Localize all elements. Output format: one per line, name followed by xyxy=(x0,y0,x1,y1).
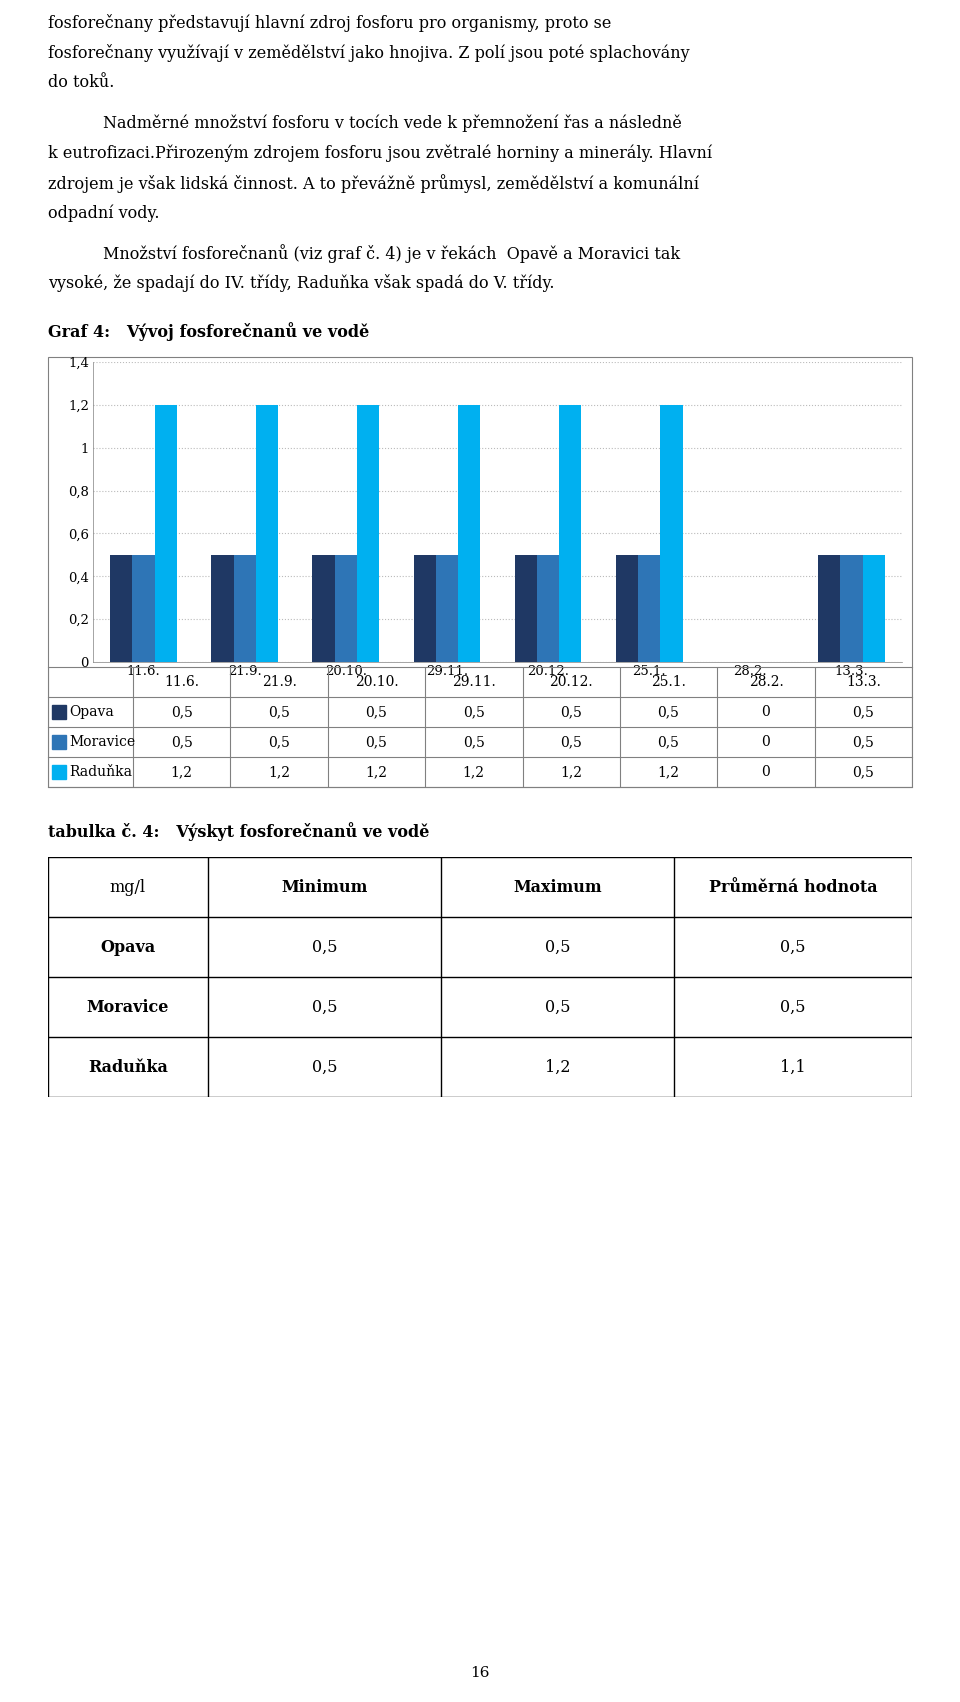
Bar xyxy=(233,555,255,662)
Text: 0,5: 0,5 xyxy=(312,938,337,955)
Text: Moravice: Moravice xyxy=(86,999,169,1016)
Bar xyxy=(638,555,660,662)
Text: 0,5: 0,5 xyxy=(561,735,582,749)
Text: 16: 16 xyxy=(470,1666,490,1680)
Text: 13.3.: 13.3. xyxy=(846,676,880,689)
Text: zdrojem je však lidská činnost. A to převážně průmysl, zemědělství a komunální: zdrojem je však lidská činnost. A to pře… xyxy=(48,174,699,192)
Bar xyxy=(537,555,559,662)
Text: do toků.: do toků. xyxy=(48,73,114,90)
Bar xyxy=(211,555,233,662)
Text: 0,5: 0,5 xyxy=(780,938,806,955)
Text: tabulka č. 4:   Výskyt fosforečnanů ve vodě: tabulka č. 4: Výskyt fosforečnanů ve vod… xyxy=(48,822,429,841)
Bar xyxy=(615,555,638,662)
Text: Množství fosforečnanů (viz graf č. 4) je v řekách  Opavě a Moravici tak: Množství fosforečnanů (viz graf č. 4) je… xyxy=(103,243,680,262)
Bar xyxy=(110,555,132,662)
Bar xyxy=(132,555,155,662)
Text: 1,1: 1,1 xyxy=(780,1059,806,1076)
Text: Moravice: Moravice xyxy=(69,735,135,749)
Text: 0,5: 0,5 xyxy=(366,705,388,718)
Bar xyxy=(155,405,177,662)
Text: 1,2: 1,2 xyxy=(268,764,290,780)
Text: Minimum: Minimum xyxy=(281,878,368,895)
Text: 0,5: 0,5 xyxy=(658,705,680,718)
Text: 0: 0 xyxy=(761,735,770,749)
Text: 0,5: 0,5 xyxy=(312,1059,337,1076)
Text: 0,5: 0,5 xyxy=(366,735,388,749)
Bar xyxy=(52,764,66,780)
Text: 0,5: 0,5 xyxy=(463,735,485,749)
Text: 0,5: 0,5 xyxy=(545,999,570,1016)
Text: 25.1.: 25.1. xyxy=(651,676,686,689)
Text: fosforečnany představují hlavní zdroj fosforu pro organismy, proto se: fosforečnany představují hlavní zdroj fo… xyxy=(48,14,612,32)
Text: Graf 4:   Vývoj fosforečnanů ve vodě: Graf 4: Vývoj fosforečnanů ve vodě xyxy=(48,322,370,340)
Bar xyxy=(840,555,863,662)
Text: Maximum: Maximum xyxy=(514,878,602,895)
Bar xyxy=(458,405,480,662)
Text: 1,2: 1,2 xyxy=(658,764,680,780)
Text: 1,2: 1,2 xyxy=(545,1059,570,1076)
Bar xyxy=(357,405,379,662)
Text: 0,5: 0,5 xyxy=(268,705,290,718)
Text: mg/l: mg/l xyxy=(109,878,146,895)
Text: 0: 0 xyxy=(761,764,770,780)
Text: Raduňka: Raduňka xyxy=(69,764,132,780)
Text: 1,2: 1,2 xyxy=(561,764,582,780)
Text: 21.9.: 21.9. xyxy=(262,676,297,689)
Text: 0,5: 0,5 xyxy=(852,735,875,749)
Bar xyxy=(52,735,66,749)
Text: Opava: Opava xyxy=(100,938,156,955)
Text: 0,5: 0,5 xyxy=(312,999,337,1016)
Text: 0,5: 0,5 xyxy=(852,764,875,780)
Text: 0,5: 0,5 xyxy=(545,938,570,955)
Text: k eutrofizaci.Přirozeným zdrojem fosforu jsou zvětralé horniny a minerály. Hlavn: k eutrofizaci.Přirozeným zdrojem fosforu… xyxy=(48,145,712,162)
Bar xyxy=(660,405,683,662)
Text: Nadměrné množství fosforu v tocích vede k přemnožení řas a následně: Nadměrné množství fosforu v tocích vede … xyxy=(103,114,682,131)
Bar xyxy=(863,555,885,662)
Text: 0,5: 0,5 xyxy=(463,705,485,718)
Bar xyxy=(312,555,335,662)
Text: 0,5: 0,5 xyxy=(852,705,875,718)
Text: 1,2: 1,2 xyxy=(366,764,388,780)
Text: Průměrná hodnota: Průměrná hodnota xyxy=(708,878,877,895)
Bar xyxy=(436,555,458,662)
Text: 0,5: 0,5 xyxy=(561,705,582,718)
Bar xyxy=(818,555,840,662)
Text: 0: 0 xyxy=(761,705,770,718)
Text: 0,5: 0,5 xyxy=(171,705,193,718)
Bar xyxy=(255,405,278,662)
Bar xyxy=(52,705,66,718)
Text: 20.12.: 20.12. xyxy=(549,676,593,689)
Text: vysoké, že spadají do IV. třídy, Raduňka však spadá do V. třídy.: vysoké, že spadají do IV. třídy, Raduňka… xyxy=(48,274,555,293)
Text: odpadní vody.: odpadní vody. xyxy=(48,204,159,221)
Text: 0,5: 0,5 xyxy=(658,735,680,749)
Bar xyxy=(515,555,537,662)
Text: 0,5: 0,5 xyxy=(780,999,806,1016)
Text: 11.6.: 11.6. xyxy=(164,676,199,689)
Text: 29.11.: 29.11. xyxy=(452,676,495,689)
Bar xyxy=(414,555,436,662)
Bar xyxy=(335,555,357,662)
Text: Opava: Opava xyxy=(69,705,113,718)
Text: 20.10.: 20.10. xyxy=(354,676,398,689)
Text: 0,5: 0,5 xyxy=(268,735,290,749)
Text: 1,2: 1,2 xyxy=(171,764,193,780)
Text: 0,5: 0,5 xyxy=(171,735,193,749)
Text: Raduňka: Raduňka xyxy=(88,1059,168,1076)
Bar xyxy=(559,405,582,662)
Text: 1,2: 1,2 xyxy=(463,764,485,780)
Text: fosforečnany využívají v zemědělství jako hnojiva. Z polí jsou poté splachovány: fosforečnany využívají v zemědělství jak… xyxy=(48,44,689,61)
Text: 28.2.: 28.2. xyxy=(749,676,783,689)
